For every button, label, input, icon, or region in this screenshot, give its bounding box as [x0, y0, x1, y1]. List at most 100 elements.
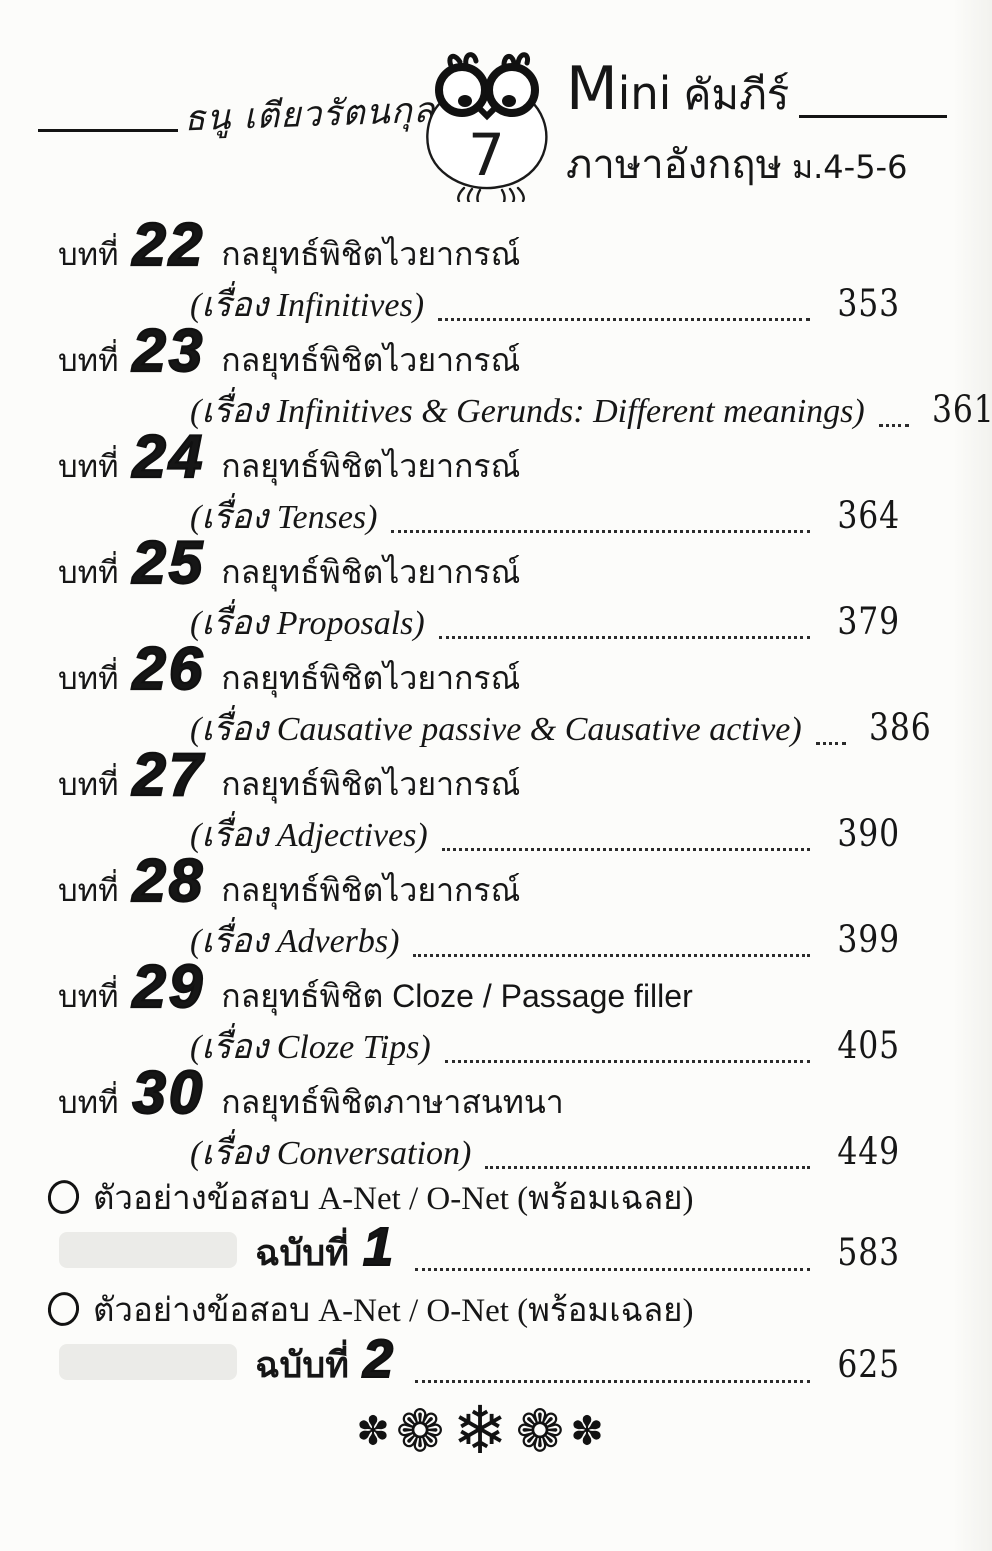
toc-entry-topic-row: (เรื่อง Tenses) 364: [190, 489, 900, 543]
dot-leader: [878, 383, 909, 427]
chapter-prefix: บทที่: [58, 873, 119, 908]
small-flower-icon: ✽: [356, 1408, 390, 1454]
chapter-topic: (เรื่อง Infinitives & Gerunds: Different…: [190, 393, 865, 430]
chapter-page-number: 353: [837, 282, 900, 325]
dot-leader: [413, 913, 810, 957]
chapter-title: กลยุทธ์พิชิต Cloze / Passage filler: [221, 978, 693, 1014]
exam-label: ตัวอย่างข้อสอบ A-Net / O-Net (พร้อมเฉลย): [93, 1292, 694, 1329]
toc-entry-heading: บทที่ 22 กลยุทธ์พิชิตไวยากรณ์: [58, 213, 900, 277]
brand-thai-word: คัมภีร์: [683, 70, 790, 119]
brand-subject-line: ภาษาอังกฤษ ม.4-5-6: [566, 132, 947, 196]
chapter-prefix: บทที่: [58, 979, 119, 1014]
toc-entry-topic-row: (เรื่อง Infinitives & Gerunds: Different…: [190, 383, 992, 437]
toc-entry: บทที่ 28 กลยุทธ์พิชิตไวยากรณ์ (เรื่อง Ad…: [58, 847, 900, 962]
small-flower-icon: ✽: [570, 1408, 604, 1454]
chapter-page-number: 364: [837, 494, 900, 537]
owl-feet: [457, 186, 525, 202]
toc-entry-topic-row: (เรื่อง Infinitives) 353: [190, 277, 900, 331]
toc-entry-topic-row: (เรื่อง Conversation) 449: [190, 1125, 900, 1179]
toc-entry-heading: บทที่ 29 กลยุทธ์พิชิต Cloze / Passage fi…: [58, 953, 900, 1020]
toc-entry-heading: บทที่ 30 กลยุทธ์พิชิตภาษาสนทนา: [58, 1059, 900, 1126]
toc-entry-heading: บทที่ 25 กลยุทธ์พิชิตไวยากรณ์: [58, 529, 900, 596]
exam-entry-edition-row: ฉบับที่ 1 583: [59, 1219, 900, 1281]
toc-entry: บทที่ 24 กลยุทธ์พิชิตไวยากรณ์ (เรื่อง Te…: [58, 425, 900, 538]
toc-entry-topic-row: (เรื่อง Adverbs) 399: [190, 913, 900, 967]
chapter-topic: (เรื่อง Tenses): [190, 499, 378, 536]
exam-label: ตัวอย่างข้อสอบ A-Net / O-Net (พร้อมเฉลย): [93, 1180, 694, 1217]
chapter-title: กลยุทธ์พิชิตภาษาสนทนา: [221, 1084, 564, 1120]
circle-bullet-icon: [44, 1176, 83, 1218]
dot-leader: [391, 489, 810, 533]
dot-leader: [444, 1019, 810, 1063]
exam-samples-section: ตัวอย่างข้อสอบ A-Net / O-Net (พร้อมเฉลย)…: [44, 1172, 900, 1396]
chapter-topic: (เรื่อง Conversation): [190, 1135, 472, 1172]
toc-entry-heading: บทที่ 28 กลยุทธ์พิชิตไวยากรณ์: [58, 847, 900, 914]
bottom-ornament: ✽ ❁ ❄ ❁ ✽: [0, 1392, 960, 1470]
chapter-title: กลยุทธ์พิชิตไวยากรณ์: [221, 872, 521, 908]
circle-bullet-icon: [44, 1288, 83, 1330]
exam-entry: ตัวอย่างข้อสอบ A-Net / O-Net (พร้อมเฉลย)…: [44, 1284, 900, 1396]
toc-entry: บทที่ 30 กลยุทธ์พิชิตภาษาสนทนา (เรื่อง C…: [58, 1059, 900, 1174]
dot-leader: [438, 277, 810, 321]
dot-leader: [438, 595, 810, 639]
chapter-number: 25: [131, 529, 206, 596]
smudge-mark: [59, 1344, 237, 1380]
chapter-page-number: 449: [837, 1130, 900, 1173]
chapter-page-number: 386: [868, 706, 932, 749]
toc-entry: บทที่ 29 กลยุทธ์พิชิต Cloze / Passage fi…: [58, 953, 900, 1068]
brand-subject: ภาษาอังกฤษ: [566, 142, 783, 188]
toc-entry-topic-row: (เรื่อง Cloze Tips) 405: [190, 1019, 900, 1073]
owl-pupil-right: [502, 95, 516, 107]
snowflake-icon: ❄: [452, 1395, 508, 1468]
chapter-page-number: 405: [837, 1024, 900, 1067]
chapter-number: 30: [131, 1059, 206, 1126]
exam-entry: ตัวอย่างข้อสอบ A-Net / O-Net (พร้อมเฉลย)…: [44, 1172, 900, 1284]
chapter-topic: (เรื่อง Adjectives): [190, 817, 428, 854]
table-of-contents: บทที่ 22 กลยุทธ์พิชิตไวยากรณ์ (เรื่อง In…: [58, 213, 992, 1174]
header-left-rule: [38, 129, 178, 132]
dot-leader: [415, 1336, 810, 1383]
chapter-topic: (เรื่อง Adverbs): [190, 923, 400, 960]
edition-prefix: ฉบับที่: [255, 1232, 349, 1273]
toc-entry-topic-row: (เรื่อง Proposals) 379: [190, 595, 900, 649]
author-name: ธนู เตียวรัตนกุล: [183, 90, 436, 140]
chapter-topic: (เรื่อง Infinitives): [190, 287, 425, 324]
exam-entry-heading: ตัวอย่างข้อสอบ A-Net / O-Net (พร้อมเฉลย): [44, 1172, 900, 1222]
dot-leader: [415, 1224, 810, 1271]
chapter-prefix: บทที่: [58, 1085, 119, 1120]
toc-entry: บทที่ 25 กลยุทธ์พิชิตไวยากรณ์ (เรื่อง Pr…: [58, 529, 900, 644]
chapter-number: 28: [131, 847, 206, 914]
chapter-title: กลยุทธ์พิชิตไวยากรณ์: [221, 448, 521, 484]
chapter-title: กลยุทธ์พิชิตไวยากรณ์: [221, 342, 521, 378]
edition-prefix: ฉบับที่: [255, 1344, 349, 1385]
flower-icon: ❁: [395, 1399, 445, 1464]
chapter-title: กลยุทธ์พิชิตไวยากรณ์: [221, 660, 521, 696]
chapter-prefix: บทที่: [58, 237, 119, 272]
owl-pupil-left: [458, 95, 472, 107]
chapter-prefix: บทที่: [58, 449, 119, 484]
chapter-prefix: บทที่: [58, 343, 119, 378]
chapter-number: 29: [131, 953, 206, 1020]
owl-ear-tufts: [447, 52, 531, 71]
dot-leader: [815, 701, 846, 745]
chapter-page-number: 379: [837, 600, 900, 643]
toc-entry: บทที่ 27 กลยุทธ์พิชิตไวยากรณ์ (เรื่อง Ad…: [58, 743, 900, 856]
dot-leader: [485, 1125, 810, 1169]
toc-entry-heading: บทที่ 26 กลยุทธ์พิชิตไวยากรณ์: [58, 635, 900, 702]
toc-entry-topic-row: (เรื่อง Causative passive & Causative ac…: [190, 701, 930, 755]
chapter-number: 26: [131, 635, 206, 702]
brand-initial: M: [566, 54, 618, 124]
flower-icon: ❁: [515, 1399, 565, 1464]
chapter-number: 23: [131, 317, 206, 384]
toc-entry-heading: บทที่ 23 กลยุทธ์พิชิตไวยากรณ์: [58, 317, 900, 384]
toc-entry: บทที่ 26 กลยุทธ์พิชิตไวยากรณ์ (เรื่อง Ca…: [58, 635, 930, 750]
chapter-prefix: บทที่: [58, 767, 119, 802]
dot-leader: [441, 807, 810, 851]
toc-entry: บทที่ 23 กลยุทธ์พิชิตไวยากรณ์ (เรื่อง In…: [58, 317, 992, 432]
chapter-title: กลยุทธ์พิชิตไวยากรณ์: [221, 236, 521, 272]
toc-entry-topic-row: (เรื่อง Adjectives) 390: [190, 807, 900, 861]
chapter-topic: (เรื่อง Cloze Tips): [190, 1029, 431, 1066]
exam-page-number: 583: [837, 1231, 900, 1274]
chapter-prefix: บทที่: [58, 555, 119, 590]
